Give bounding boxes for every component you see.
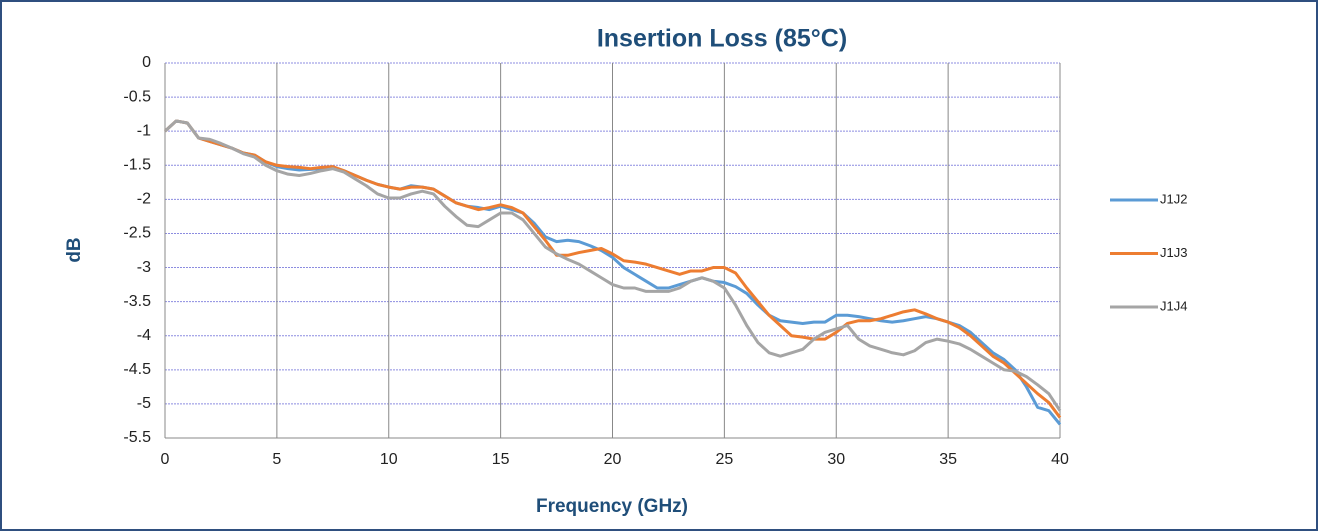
x-tick-label: 20: [604, 451, 622, 468]
y-tick-label: -4.5: [123, 361, 151, 378]
y-tick-label: -3: [137, 259, 151, 276]
y-tick-label: -2.5: [123, 225, 151, 242]
x-tick-label: 40: [1051, 451, 1069, 468]
legend-label: J1J3: [1160, 245, 1187, 260]
chart-title: Insertion Loss (85°C): [597, 25, 847, 53]
y-tick-label: 0: [142, 54, 151, 71]
x-tick-label: 10: [380, 451, 398, 468]
series-line: [163, 119, 1062, 412]
x-tick-label: 25: [715, 451, 733, 468]
y-tick-label: -3.5: [123, 293, 151, 310]
x-tick-label: 0: [161, 451, 170, 468]
y-tick-label: -1: [137, 122, 151, 139]
x-tick-label: 15: [492, 451, 510, 468]
y-tick-label: -0.5: [123, 88, 151, 105]
y-tick-label: -2: [137, 191, 151, 208]
legend-label: J1J4: [1160, 298, 1187, 313]
x-tick-label: 35: [939, 451, 957, 468]
x-tick-label: 30: [827, 451, 845, 468]
series-line: [163, 119, 1062, 419]
y-axis-label: dB: [64, 237, 85, 262]
x-axis-label: Frequency (GHz): [536, 496, 688, 517]
x-tick-label: 5: [272, 451, 281, 468]
y-tick-label: -5: [137, 395, 151, 412]
y-tick-label: -1.5: [123, 156, 151, 173]
y-tick-label: -4: [137, 327, 151, 344]
y-tick-label: -5.5: [123, 429, 151, 446]
legend-label: J1J2: [1160, 191, 1187, 206]
